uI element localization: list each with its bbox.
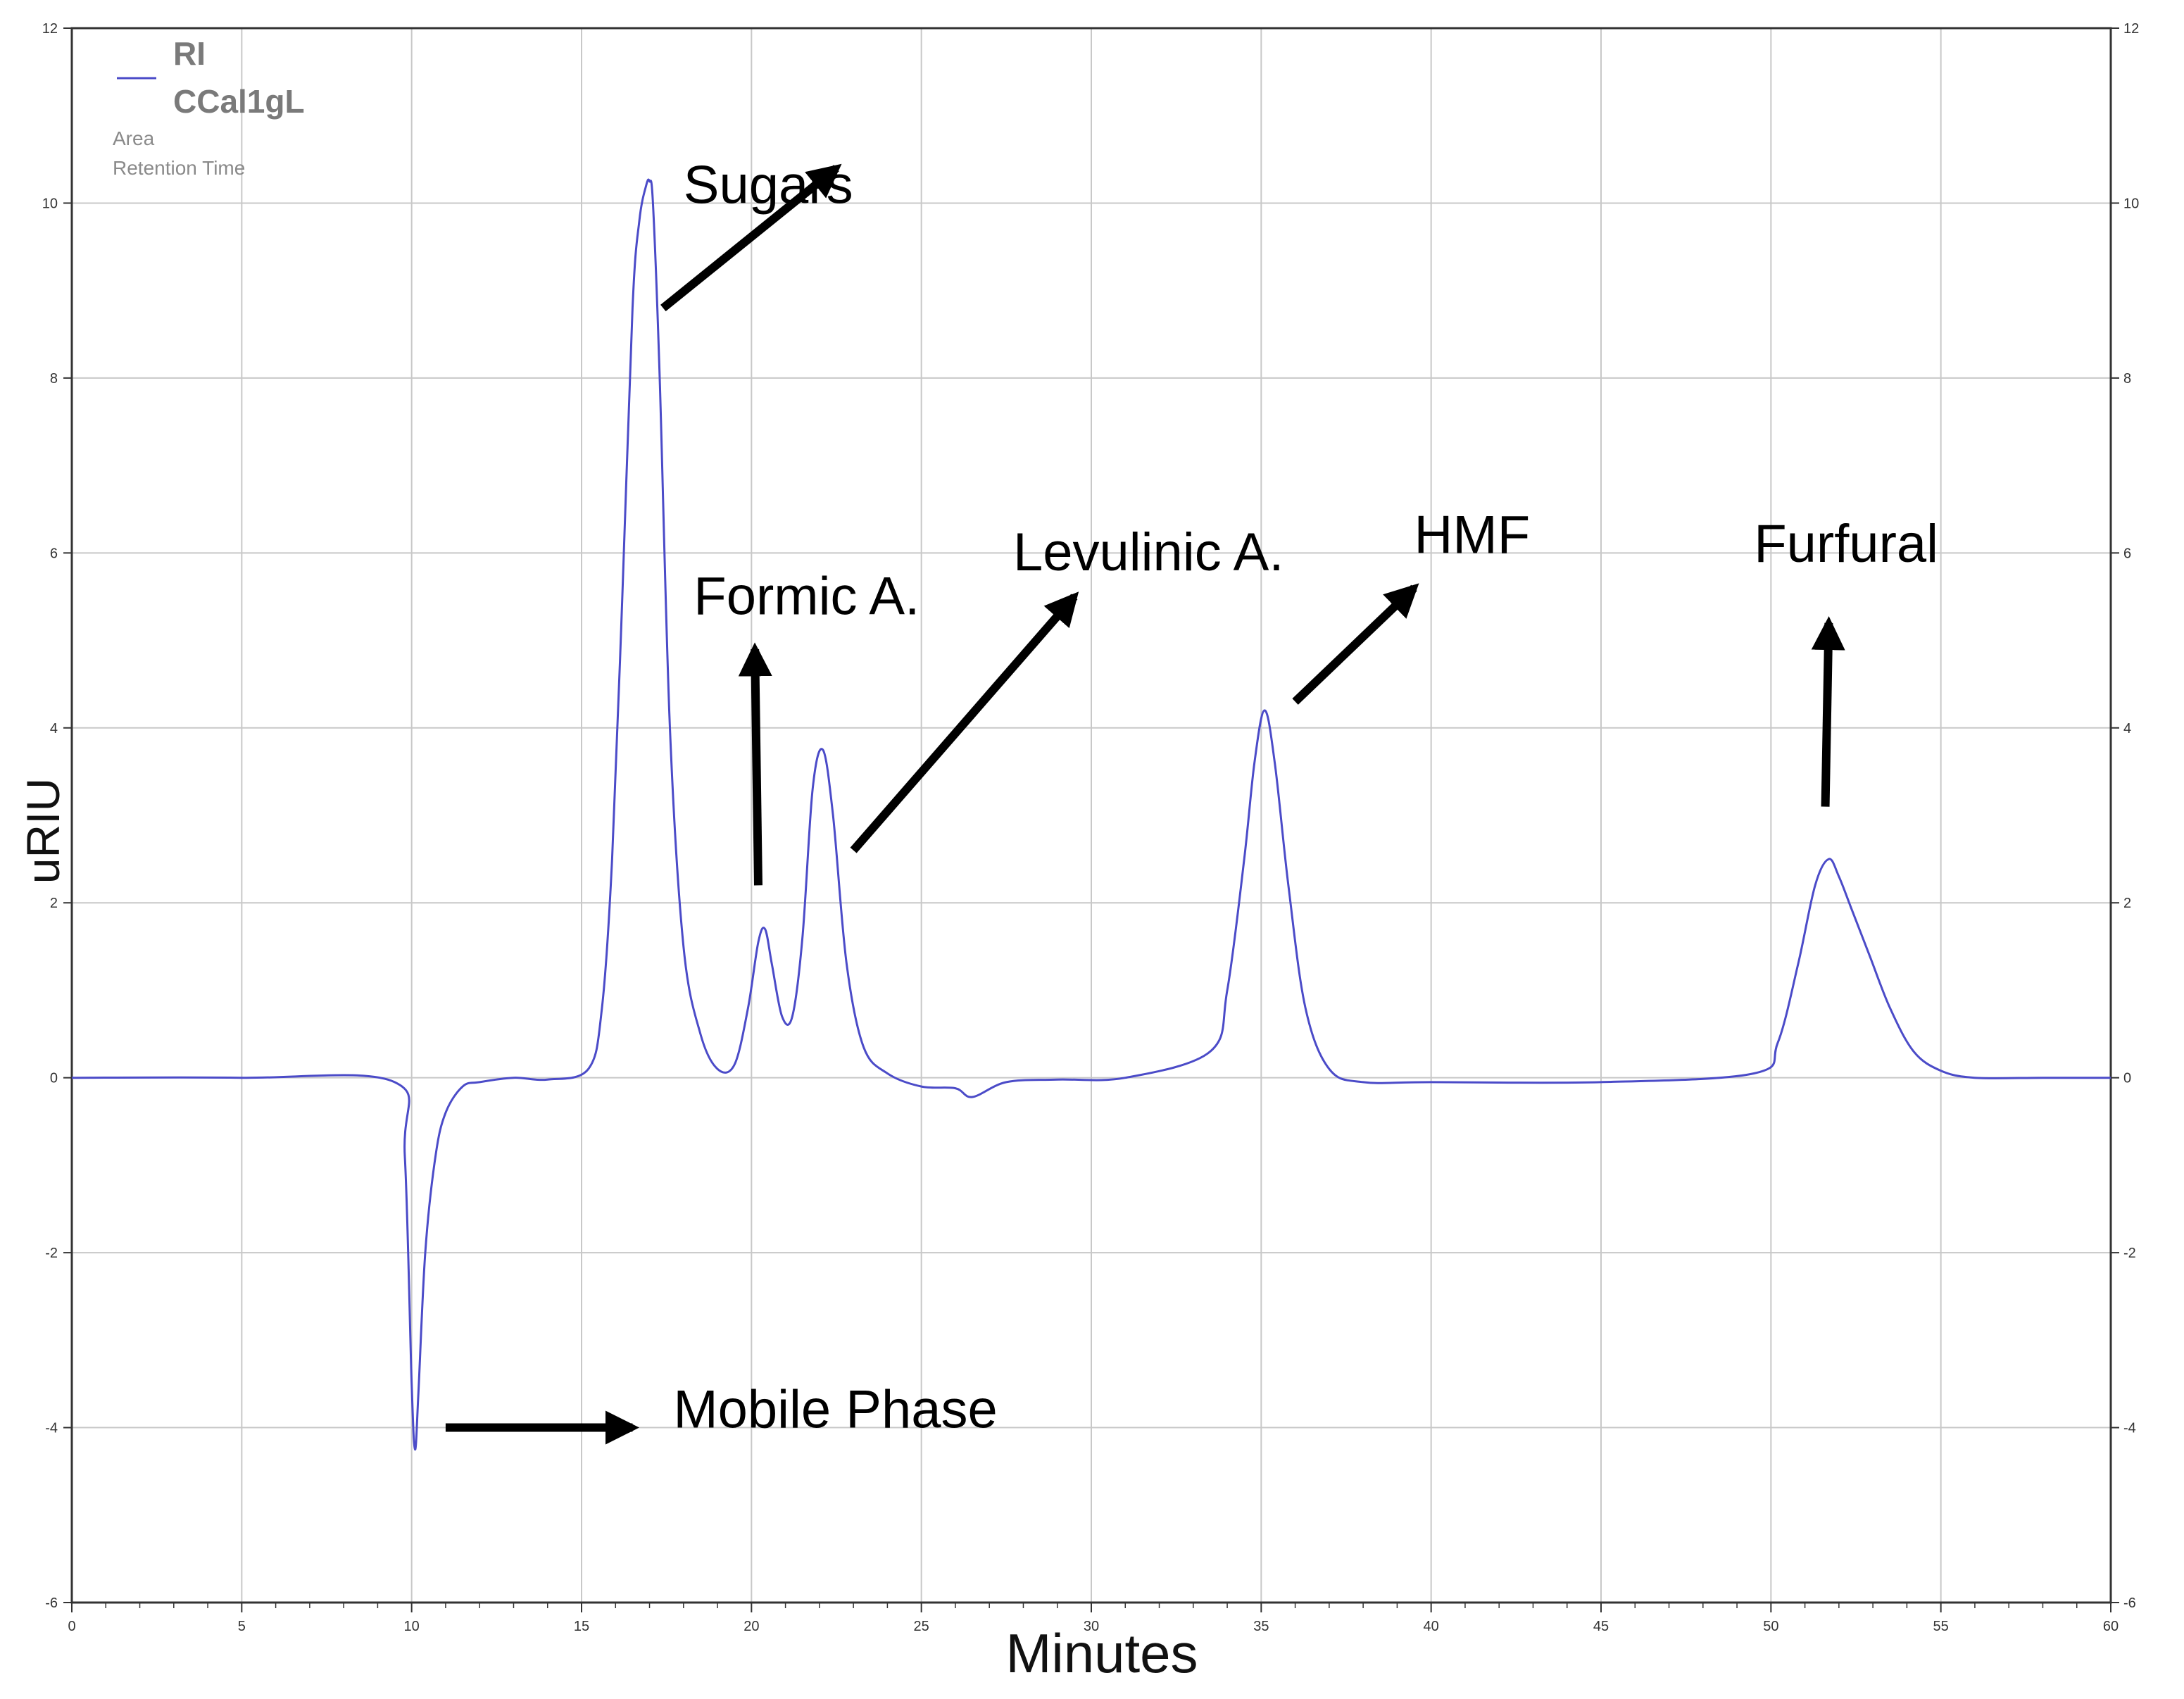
y-tick-label-right: 12 <box>2123 21 2139 37</box>
annotation-arrow <box>1292 583 1419 705</box>
y-tick-label-right: -4 <box>2123 1421 2136 1436</box>
annotation-arrow <box>1811 616 1845 807</box>
x-tick-label: 60 <box>2103 1619 2119 1634</box>
annotation-arrows <box>445 163 1845 1445</box>
annotation-formic-a: Formic A. <box>694 566 920 626</box>
annotation-sugars: Sugars <box>684 155 853 215</box>
x-tick-label: 25 <box>914 1619 929 1634</box>
y-tick-label-right: 4 <box>2123 721 2131 736</box>
grid <box>71 28 2111 1603</box>
y-tick-label-right: 6 <box>2123 546 2131 561</box>
annotation-furfural: Furfural <box>1754 514 1938 574</box>
y-tick-label-right: 2 <box>2123 896 2131 911</box>
x-tick-label: 10 <box>404 1619 420 1634</box>
x-tick-label: 40 <box>1424 1619 1439 1634</box>
x-tick-label: 0 <box>68 1619 75 1634</box>
annotation-arrow <box>660 163 842 312</box>
y-tick-label-right: -2 <box>2123 1246 2136 1261</box>
x-tick-label: 20 <box>743 1619 759 1634</box>
y-tick-label-left: -2 <box>45 1246 58 1261</box>
y-tick-label-left: 0 <box>50 1071 58 1086</box>
legend-entry-ri: RI <box>173 35 206 72</box>
legend-retention-time-label: Retention Time <box>113 157 245 179</box>
annotation-arrow <box>738 642 772 886</box>
legend-area-label: Area <box>113 127 155 149</box>
y-tick-label-left: 4 <box>50 721 58 736</box>
annotation-mobile-phase: Mobile Phase <box>673 1380 998 1440</box>
y-tick-label-left: -6 <box>45 1595 58 1611</box>
series-layer <box>71 178 2111 1451</box>
legend-entry-ccal1gl: CCal1gL <box>173 83 305 120</box>
y-tick-label-left: -4 <box>45 1421 58 1436</box>
y-tick-label-left: 12 <box>42 21 58 37</box>
x-tick-label: 55 <box>1933 1619 1949 1634</box>
y-tick-label-left: 10 <box>42 196 58 211</box>
series-line-ri <box>71 178 2111 1451</box>
x-tick-label: 30 <box>1084 1619 1099 1634</box>
y-tick-label-left: 6 <box>50 546 58 561</box>
x-axis-label: Minutes <box>1005 1622 1198 1684</box>
y-tick-label-right: -6 <box>2123 1595 2136 1611</box>
y-tick-label-left: 8 <box>50 371 58 387</box>
annotation-hmf: HMF <box>1414 505 1531 565</box>
x-tick-label: 5 <box>238 1619 246 1634</box>
annotations: Sugars Formic A. Levulinic A. HMF Furfural Mo… <box>673 155 1938 1439</box>
x-tick-label: 45 <box>1593 1619 1609 1634</box>
x-tick-label: 50 <box>1763 1619 1778 1634</box>
y-axis-label: uRIU <box>17 778 69 884</box>
y-tick-label-left: 2 <box>50 896 58 911</box>
y-tick-label-right: 10 <box>2123 196 2139 211</box>
annotation-arrow <box>850 591 1079 853</box>
y-tick-label-right: 0 <box>2123 1071 2131 1086</box>
axis-ticks: 0 5 10 15 20 25 30 35 40 45 50 55 60 -6 -6 -4 -4 -2 -2 0 0 2 2… <box>42 21 2140 1634</box>
annotation-levulinic-a: Levulinic A. <box>1013 522 1284 582</box>
legend: RI CCal1gL Area Retention Time <box>113 35 305 179</box>
y-tick-label-right: 8 <box>2123 371 2131 387</box>
x-tick-label: 35 <box>1253 1619 1269 1634</box>
x-tick-label: 15 <box>574 1619 589 1634</box>
